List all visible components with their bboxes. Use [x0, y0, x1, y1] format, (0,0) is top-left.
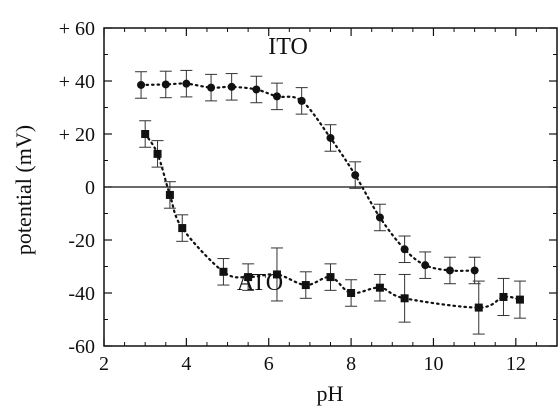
- data-point-ato: [141, 130, 150, 138]
- data-point-ito: [445, 266, 454, 275]
- data-point-ato: [301, 281, 310, 290]
- x-tick-label: 10: [423, 353, 443, 375]
- x-tick-label: 12: [506, 353, 526, 375]
- y-tick-label: -20: [68, 230, 95, 252]
- fit-curve-ato: [144, 132, 522, 309]
- data-point-ito: [227, 82, 236, 91]
- y-tick-label: 0: [85, 177, 95, 199]
- y-tick-label: + 20: [59, 124, 95, 146]
- data-point-ato: [375, 283, 384, 292]
- data-point-ato: [347, 289, 356, 297]
- data-point-ito: [272, 92, 281, 101]
- data-point-ito: [400, 245, 409, 254]
- data-point-ato: [272, 270, 281, 279]
- data-point-ito: [297, 96, 306, 105]
- x-axis-label: pH: [317, 381, 344, 406]
- series-label-ito: ITO: [268, 34, 308, 60]
- data-point-ato: [515, 295, 524, 304]
- y-tick-label: + 60: [59, 18, 95, 40]
- y-tick-label: -40: [68, 283, 95, 305]
- data-point-ato: [178, 224, 187, 233]
- x-tick-label: 4: [181, 353, 191, 375]
- data-point-ato: [499, 292, 508, 301]
- data-point-ato: [153, 149, 162, 158]
- data-point-ato: [244, 273, 253, 282]
- data-point-ito: [137, 80, 146, 89]
- data-point-ito: [207, 83, 216, 92]
- data-point-ito: [421, 261, 430, 270]
- fit-curve-ito: [139, 82, 476, 272]
- data-point-ato: [400, 294, 409, 303]
- y-axis-label: potential (mV): [11, 125, 36, 255]
- data-point-ito: [252, 85, 261, 94]
- x-tick-label: 8: [346, 353, 356, 375]
- data-point-ato: [219, 267, 228, 276]
- y-tick-label: -60: [68, 336, 95, 358]
- x-tick-label: 6: [264, 353, 274, 375]
- y-tick-label: + 40: [59, 71, 95, 93]
- data-point-ito: [351, 171, 360, 180]
- data-point-ito: [375, 213, 384, 222]
- data-point-ato: [326, 273, 335, 282]
- data-point-ito: [470, 266, 479, 275]
- data-point-ato: [165, 190, 174, 199]
- data-point-ato: [474, 303, 483, 312]
- data-point-ito: [161, 80, 170, 89]
- x-tick-label: 2: [99, 353, 109, 375]
- series-label-ato: ATO: [237, 270, 283, 296]
- data-point-ito: [326, 133, 335, 142]
- data-point-ito: [182, 79, 191, 88]
